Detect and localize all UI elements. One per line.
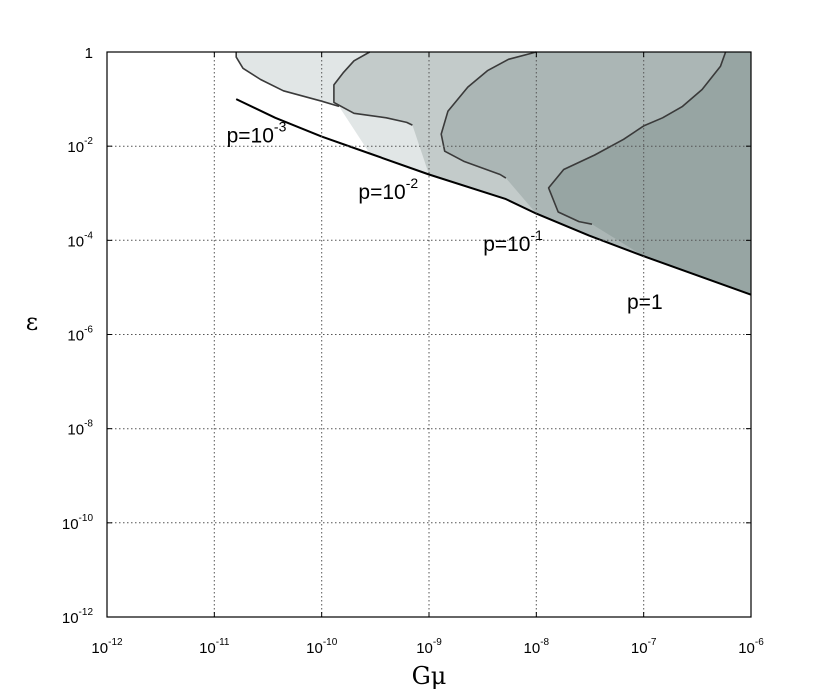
region-label-0: p=10-3	[227, 118, 287, 147]
region-label-3: p=1	[627, 291, 663, 314]
y-tick-label: 1	[85, 45, 93, 62]
tick-layer: 10-12 10-11 10-10 10-9 10-8 10-7 10-6 1 10-2 10-4…	[62, 45, 764, 657]
y-tick-label: 10-12	[62, 607, 94, 627]
y-tick-label: 10-10	[62, 513, 94, 533]
region-label-2: p=10-1	[483, 227, 543, 256]
grid-layer	[107, 52, 751, 617]
x-tick-label: 10-7	[631, 637, 657, 657]
x-tick-label: 10-12	[91, 637, 123, 657]
x-tick-label: 10-9	[416, 637, 442, 657]
x-tick-label: 10-11	[199, 637, 230, 657]
y-tick-label: 10-2	[67, 136, 93, 156]
y-tick-label: 10-8	[67, 419, 93, 439]
x-tick-label: 10-10	[306, 637, 338, 657]
region-boundary-1	[333, 51, 413, 126]
region-labels-layer: p=10-3 p=10-2 p=10-1 p=1	[227, 118, 663, 314]
x-tick-label: 10-8	[524, 637, 550, 657]
region-fill-3	[548, 52, 751, 295]
region-boundary-2	[440, 51, 537, 179]
x-tick-label: 10-6	[738, 637, 764, 657]
region-outlines-layer	[235, 51, 752, 296]
lower-boundary-curve	[235, 98, 752, 296]
region-label-1: p=10-2	[358, 175, 418, 204]
y-axis-label: ε	[26, 308, 38, 336]
regions-layer	[236, 52, 751, 295]
y-tick-label: 10-6	[67, 325, 93, 345]
region-boundary-3	[547, 51, 727, 225]
x-axis-label: Gμ	[412, 662, 447, 690]
y-tick-label: 10-4	[67, 230, 93, 250]
